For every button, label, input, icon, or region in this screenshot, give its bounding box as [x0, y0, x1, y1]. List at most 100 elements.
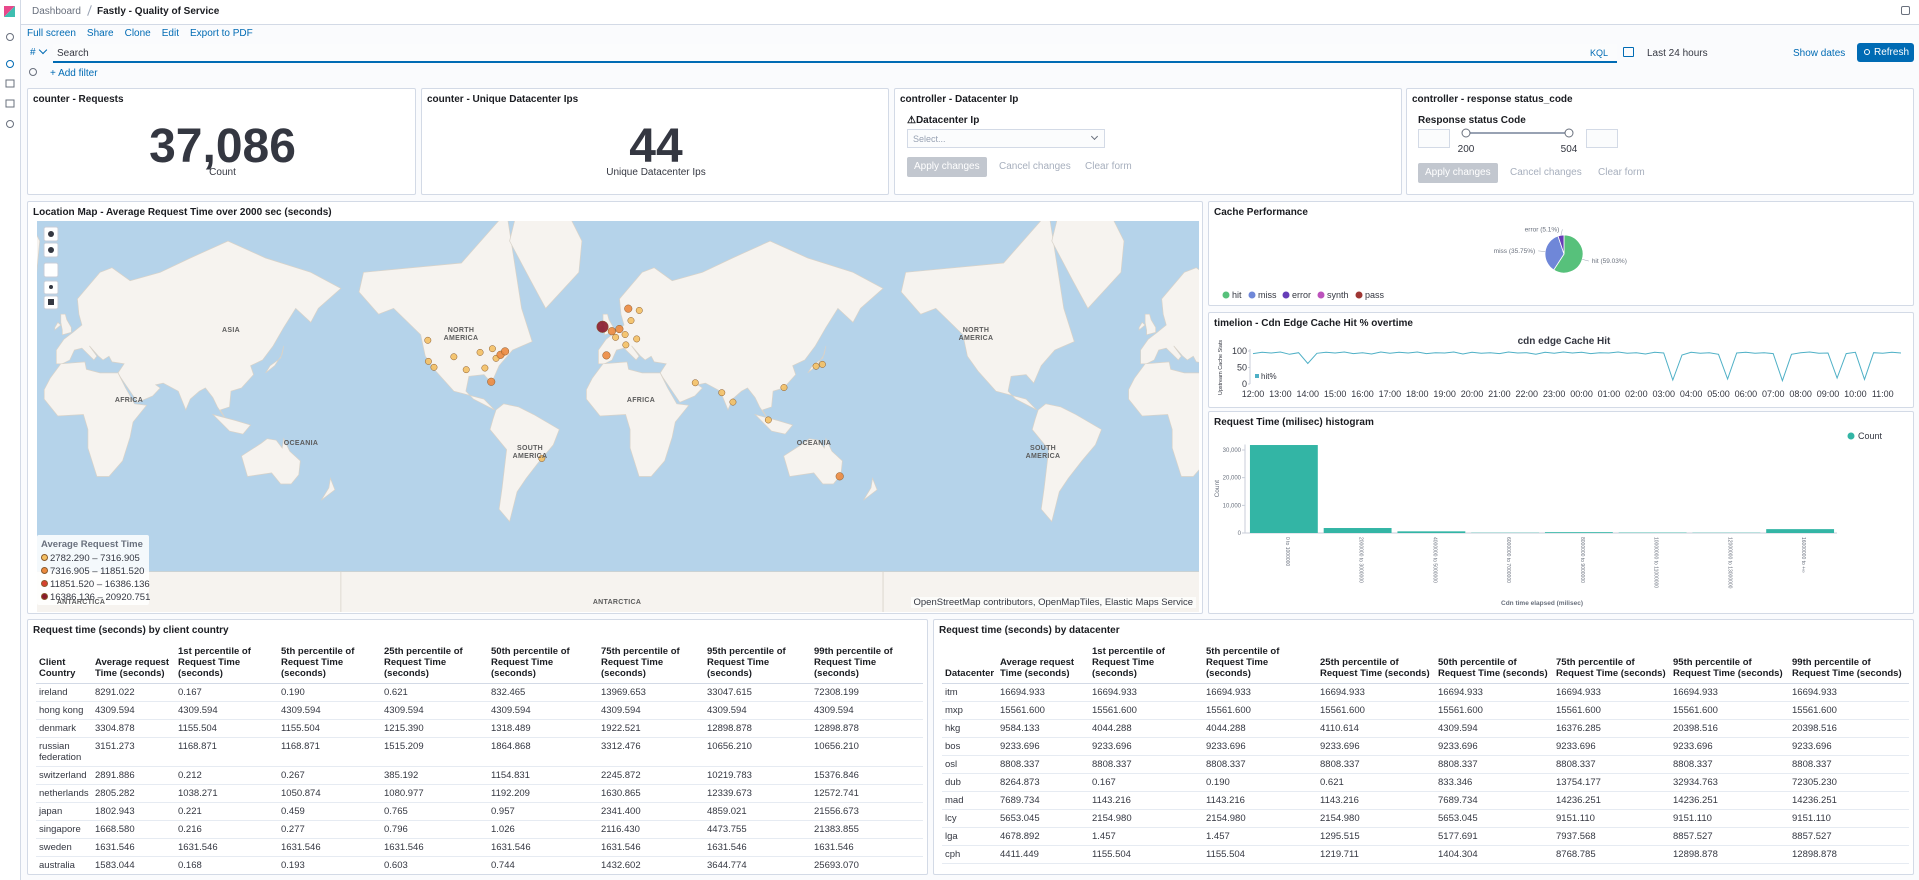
- map-marker[interactable]: [501, 347, 510, 356]
- menu-link[interactable]: Edit: [161, 28, 179, 39]
- clear-button[interactable]: Clear form: [1085, 161, 1132, 172]
- legend-label[interactable]: synth: [1327, 290, 1349, 300]
- legend-label[interactable]: error: [1292, 290, 1311, 300]
- map-marker[interactable]: [424, 357, 432, 365]
- legend-swatch[interactable]: [1248, 291, 1256, 299]
- kql-toggle[interactable]: KQL: [1590, 48, 1609, 58]
- column-header[interactable]: 5th percentile of Request Time (seconds): [278, 644, 381, 684]
- column-header[interactable]: 99th percentile of Request Time (seconds…: [1789, 644, 1909, 684]
- menu-link[interactable]: Export to PDF: [189, 28, 253, 39]
- column-header[interactable]: 95th percentile of Request Time (seconds…: [1670, 644, 1789, 684]
- column-header[interactable]: 75th percentile of Request Time (seconds…: [1553, 644, 1670, 684]
- map-marker[interactable]: [424, 336, 432, 344]
- map-marker[interactable]: [481, 364, 489, 372]
- legend-swatch[interactable]: [1222, 291, 1230, 299]
- map-marker[interactable]: [607, 327, 616, 336]
- nav-icon[interactable]: [5, 79, 15, 88]
- map-marker[interactable]: [430, 363, 438, 371]
- map-marker[interactable]: [718, 389, 726, 397]
- bar[interactable]: [1397, 531, 1466, 533]
- map[interactable]: Average Request Time 2782.290 – 7316.905…: [37, 221, 1199, 612]
- clear-button[interactable]: Clear form: [1598, 167, 1645, 178]
- bar[interactable]: [1249, 445, 1318, 533]
- map-marker[interactable]: [627, 317, 635, 324]
- pie-slice[interactable]: [1544, 235, 1565, 271]
- nav-icon[interactable]: [6, 33, 14, 41]
- map-marker[interactable]: [462, 366, 470, 374]
- column-header[interactable]: Datacenter: [942, 644, 997, 684]
- legend-swatch[interactable]: [1355, 291, 1363, 299]
- column-header[interactable]: Client Country: [36, 644, 92, 684]
- show-dates[interactable]: Show dates: [1793, 48, 1846, 59]
- map-marker[interactable]: [615, 324, 624, 334]
- column-header[interactable]: Average request Time (seconds): [997, 644, 1089, 684]
- column-header[interactable]: 75th percentile of Request Time (seconds…: [598, 644, 704, 684]
- column-header[interactable]: 25th percentile of Request Time (seconds…: [381, 644, 488, 684]
- map-attribution[interactable]: OpenStreetMap contributors, OpenMapTiles…: [910, 597, 1196, 608]
- map-marker[interactable]: [780, 384, 788, 391]
- menu-link[interactable]: Share: [86, 28, 114, 39]
- nav-icon[interactable]: [6, 60, 14, 68]
- map-marker[interactable]: [596, 320, 609, 333]
- map-marker[interactable]: [612, 333, 620, 341]
- map-marker[interactable]: [538, 454, 546, 462]
- select-input[interactable]: Select...: [907, 129, 1105, 148]
- map-marker[interactable]: [488, 345, 496, 353]
- apply-button[interactable]: Apply changes: [907, 157, 987, 177]
- legend-label[interactable]: pass: [1365, 290, 1385, 300]
- map-marker[interactable]: [729, 398, 737, 406]
- legend-swatch[interactable]: [1317, 291, 1325, 299]
- column-header[interactable]: 25th percentile of Request Time (seconds…: [1317, 644, 1435, 684]
- filter-settings-icon[interactable]: [29, 68, 37, 76]
- map-marker[interactable]: [635, 306, 643, 314]
- map-marker[interactable]: [621, 331, 629, 339]
- map-marker[interactable]: [476, 348, 484, 356]
- map-marker[interactable]: [622, 341, 630, 349]
- legend-swatch[interactable]: [1282, 291, 1290, 299]
- slider-handle[interactable]: [1564, 128, 1574, 138]
- range-max-input[interactable]: [1586, 129, 1618, 148]
- bar[interactable]: [1323, 528, 1392, 533]
- time-range[interactable]: Last 24 hours: [1647, 48, 1708, 59]
- fit-bounds[interactable]: [43, 262, 59, 278]
- map-marker[interactable]: [691, 379, 699, 387]
- nav-icon[interactable]: [5, 99, 15, 108]
- bar[interactable]: [1766, 529, 1835, 533]
- column-header[interactable]: 50th percentile of Request Time (seconds…: [1435, 644, 1553, 684]
- column-header[interactable]: 50th percentile of Request Time (seconds…: [488, 644, 598, 684]
- column-header[interactable]: 1st percentile of Request Time (seconds): [175, 644, 278, 684]
- map-marker[interactable]: [487, 377, 496, 386]
- range-min-input[interactable]: [1418, 129, 1450, 148]
- apply-button[interactable]: Apply changes: [1418, 163, 1498, 183]
- pie-slice[interactable]: [1557, 234, 1565, 255]
- legend-label[interactable]: miss: [1258, 290, 1277, 300]
- refresh-button[interactable]: Refresh: [1857, 43, 1914, 62]
- column-header[interactable]: 95th percentile of Request Time (seconds…: [704, 644, 811, 684]
- map-marker[interactable]: [450, 353, 458, 361]
- legend-label[interactable]: Count: [1858, 431, 1883, 441]
- slider-handle[interactable]: [1461, 128, 1471, 138]
- map-marker[interactable]: [818, 360, 826, 368]
- cancel-button[interactable]: Cancel changes: [999, 161, 1071, 172]
- column-header[interactable]: 5th percentile of Request Time (seconds): [1203, 644, 1317, 684]
- legend-label[interactable]: hit: [1232, 290, 1242, 300]
- map-marker[interactable]: [812, 362, 820, 370]
- breadcrumb[interactable]: Dashboard: [32, 6, 81, 17]
- column-header[interactable]: 99th percentile of Request Time (seconds…: [811, 644, 923, 684]
- map-marker[interactable]: [602, 351, 611, 360]
- add-filter[interactable]: + Add filter: [50, 68, 98, 79]
- map-marker[interactable]: [624, 304, 633, 313]
- column-header[interactable]: 1st percentile of Request Time (seconds): [1089, 644, 1203, 684]
- map-marker[interactable]: [835, 472, 844, 481]
- menu-link[interactable]: Full screen: [27, 28, 76, 39]
- help-icon[interactable]: [1901, 6, 1910, 15]
- menu-link[interactable]: Clone: [124, 28, 151, 39]
- calendar-icon[interactable]: [1623, 47, 1634, 57]
- search-input[interactable]: Search: [53, 44, 1617, 63]
- column-header[interactable]: Average request Time (seconds): [92, 644, 175, 684]
- legend-swatch[interactable]: [1847, 432, 1855, 440]
- cancel-button[interactable]: Cancel changes: [1510, 167, 1582, 178]
- map-marker[interactable]: [764, 416, 772, 424]
- saved-query-button[interactable]: #: [30, 47, 36, 58]
- map-marker[interactable]: [633, 335, 641, 343]
